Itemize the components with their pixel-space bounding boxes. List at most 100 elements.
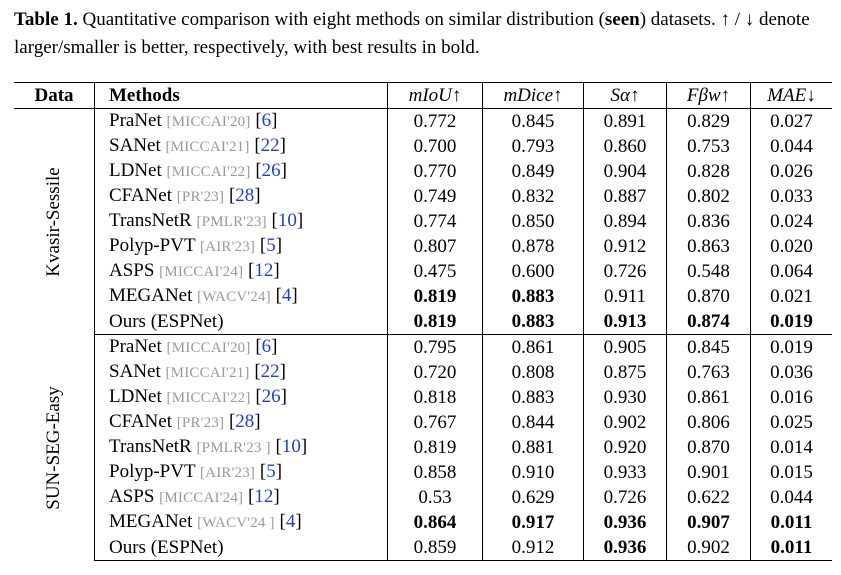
s-alpha-value: 0.911 [583,284,667,309]
miou-value: 0.700 [387,134,483,159]
venue-label: [MICCAI'22] [166,390,251,406]
venue-label: [MICCAI'20] [166,114,251,130]
mae-value: 0.019 [770,336,813,358]
citation-link[interactable]: 10 [281,436,301,457]
method-name: SANet [109,135,161,156]
citation-link[interactable]: 6 [261,110,272,131]
mdice-value: 0.793 [482,134,584,159]
mae-value: 0.044 [770,135,813,157]
dataset-label-cell: Kvasir-Sessile [14,108,95,335]
header-s-alpha: Sα↑ [583,82,667,109]
citation-link[interactable]: 26 [261,386,281,407]
mdice-value: 0.912 [482,535,584,561]
mdice-value: 0.600 [482,259,584,284]
mae-value: 0.024 [770,210,813,232]
citation-link[interactable]: 5 [266,461,276,482]
citation-link[interactable]: 26 [261,160,281,181]
miou-value: 0.53 [387,485,483,510]
citation-link[interactable]: 22 [260,361,280,382]
miou-value: 0.819 [387,309,483,335]
citation-link[interactable]: 22 [260,135,280,156]
mdice-value: 0.883 [482,309,584,335]
venue-label: [WACV'24] [197,289,271,305]
venue-label: [PMLR'23 ] [196,440,271,456]
venue-label: [AIR'23] [199,239,256,255]
table-row: MEGANet [WACV'24 ] [4] 0.864 0.917 0.936 0.9… [14,510,832,535]
mdice-value: 0.861 [482,334,584,360]
miou-value: 0.767 [387,410,483,435]
method-name: CFANet [109,185,172,206]
f-beta-value: 0.870 [666,435,751,460]
citation-link[interactable]: 6 [261,336,272,357]
f-beta-value: 0.874 [666,309,751,335]
f-beta-value: 0.806 [666,410,751,435]
s-alpha-value: 0.894 [583,209,667,234]
mae-value: 0.027 [770,110,813,132]
table-row: ASPS [MICCAI'24] [12] 0.53 0.629 0.726 0.622… [14,485,832,510]
method-name: TransNetR [109,210,192,231]
citation-link[interactable]: 12 [254,486,274,507]
method-name: Polyp-PVT [109,235,196,256]
caption-label: Table 1. [14,9,78,30]
comparison-table: Data Methods mIoU↑ mDice↑ Sα↑ Fβw↑ MAE↓ … [14,82,832,561]
method-name: ASPS [109,260,155,281]
f-beta-value: 0.548 [666,259,751,284]
citation-link[interactable]: 28 [235,411,255,432]
group-sun-seg-easy: SUN-SEG-Easy PraNet [MICCAI'20] [6] 0.795 0… [14,334,832,561]
method-cell: Polyp-PVT [AIR'23] [5] [94,460,388,485]
mdice-value: 0.917 [482,510,584,535]
method-name: MEGANet [109,511,193,532]
table-row: Polyp-PVT [AIR'23] [5] 0.858 0.910 0.933 0.9… [14,460,832,485]
f-beta-value: 0.863 [666,234,751,259]
header-mdice: mDice↑ [482,82,584,109]
f-beta-value: 0.829 [666,108,751,134]
f-beta-value: 0.870 [666,284,751,309]
venue-label: [AIR'23] [199,465,256,481]
mdice-value: 0.845 [482,108,584,134]
method-cell: MEGANet [WACV'24] [4] [94,284,388,309]
table-row: SANet [MICCAI'21] [22] 0.700 0.793 0.860 0.7… [14,134,832,159]
venue-label: [PMLR'23] [196,214,267,230]
header-data: Data [14,82,95,109]
mae-value: 0.014 [770,436,813,458]
mdice-value: 0.881 [482,435,584,460]
method-cell: SANet [MICCAI'21] [22] [94,134,388,159]
mdice-value: 0.832 [482,184,584,209]
mae-value: 0.011 [750,535,832,561]
table-row: TransNetR [PMLR'23] [10] 0.774 0.850 0.894 0… [14,209,832,234]
method-name: MEGANet [109,285,193,306]
venue-label: [MICCAI'20] [166,340,251,356]
citation-link[interactable]: 12 [254,260,274,281]
s-alpha-value: 0.875 [583,360,667,385]
s-alpha-value: 0.887 [583,184,667,209]
f-beta-value: 0.763 [666,360,751,385]
f-beta-value: 0.901 [666,460,751,485]
mdice-value: 0.883 [482,385,584,410]
table-row: CFANet [PR'23] [28] 0.749 0.832 0.887 0.802 0… [14,184,832,209]
f-beta-value: 0.861 [666,385,751,410]
table-row: ASPS [MICCAI'24] [12] 0.475 0.600 0.726 0.54… [14,259,832,284]
table-row: CFANet [PR'23] [28] 0.767 0.844 0.902 0.806 0… [14,410,832,435]
s-alpha-value: 0.902 [583,410,667,435]
citation-link[interactable]: 5 [266,235,276,256]
citation-link[interactable]: 28 [235,185,255,206]
citation-link[interactable]: 4 [285,511,296,532]
f-beta-value: 0.828 [666,159,751,184]
dataset-name: Kvasir-Sessile [43,167,64,277]
method-name: PraNet [109,336,162,357]
method-name: Ours (ESPNet) [109,536,224,558]
method-cell: Ours (ESPNet) [94,535,388,561]
mdice-value: 0.629 [482,485,584,510]
miou-value: 0.795 [387,334,483,360]
method-name: TransNetR [109,436,192,457]
s-alpha-value: 0.936 [583,535,667,561]
citation-link[interactable]: 10 [277,210,297,231]
method-name: Ours (ESPNet) [109,310,224,332]
citation-link[interactable]: 4 [281,285,292,306]
f-beta-value: 0.845 [666,334,751,360]
method-name: Polyp-PVT [109,461,196,482]
method-name: LDNet [109,160,162,181]
table-row: LDNet [MICCAI'22] [26] 0.818 0.883 0.930 0.8… [14,385,832,410]
f-beta-value: 0.753 [666,134,751,159]
miou-value: 0.807 [387,234,483,259]
